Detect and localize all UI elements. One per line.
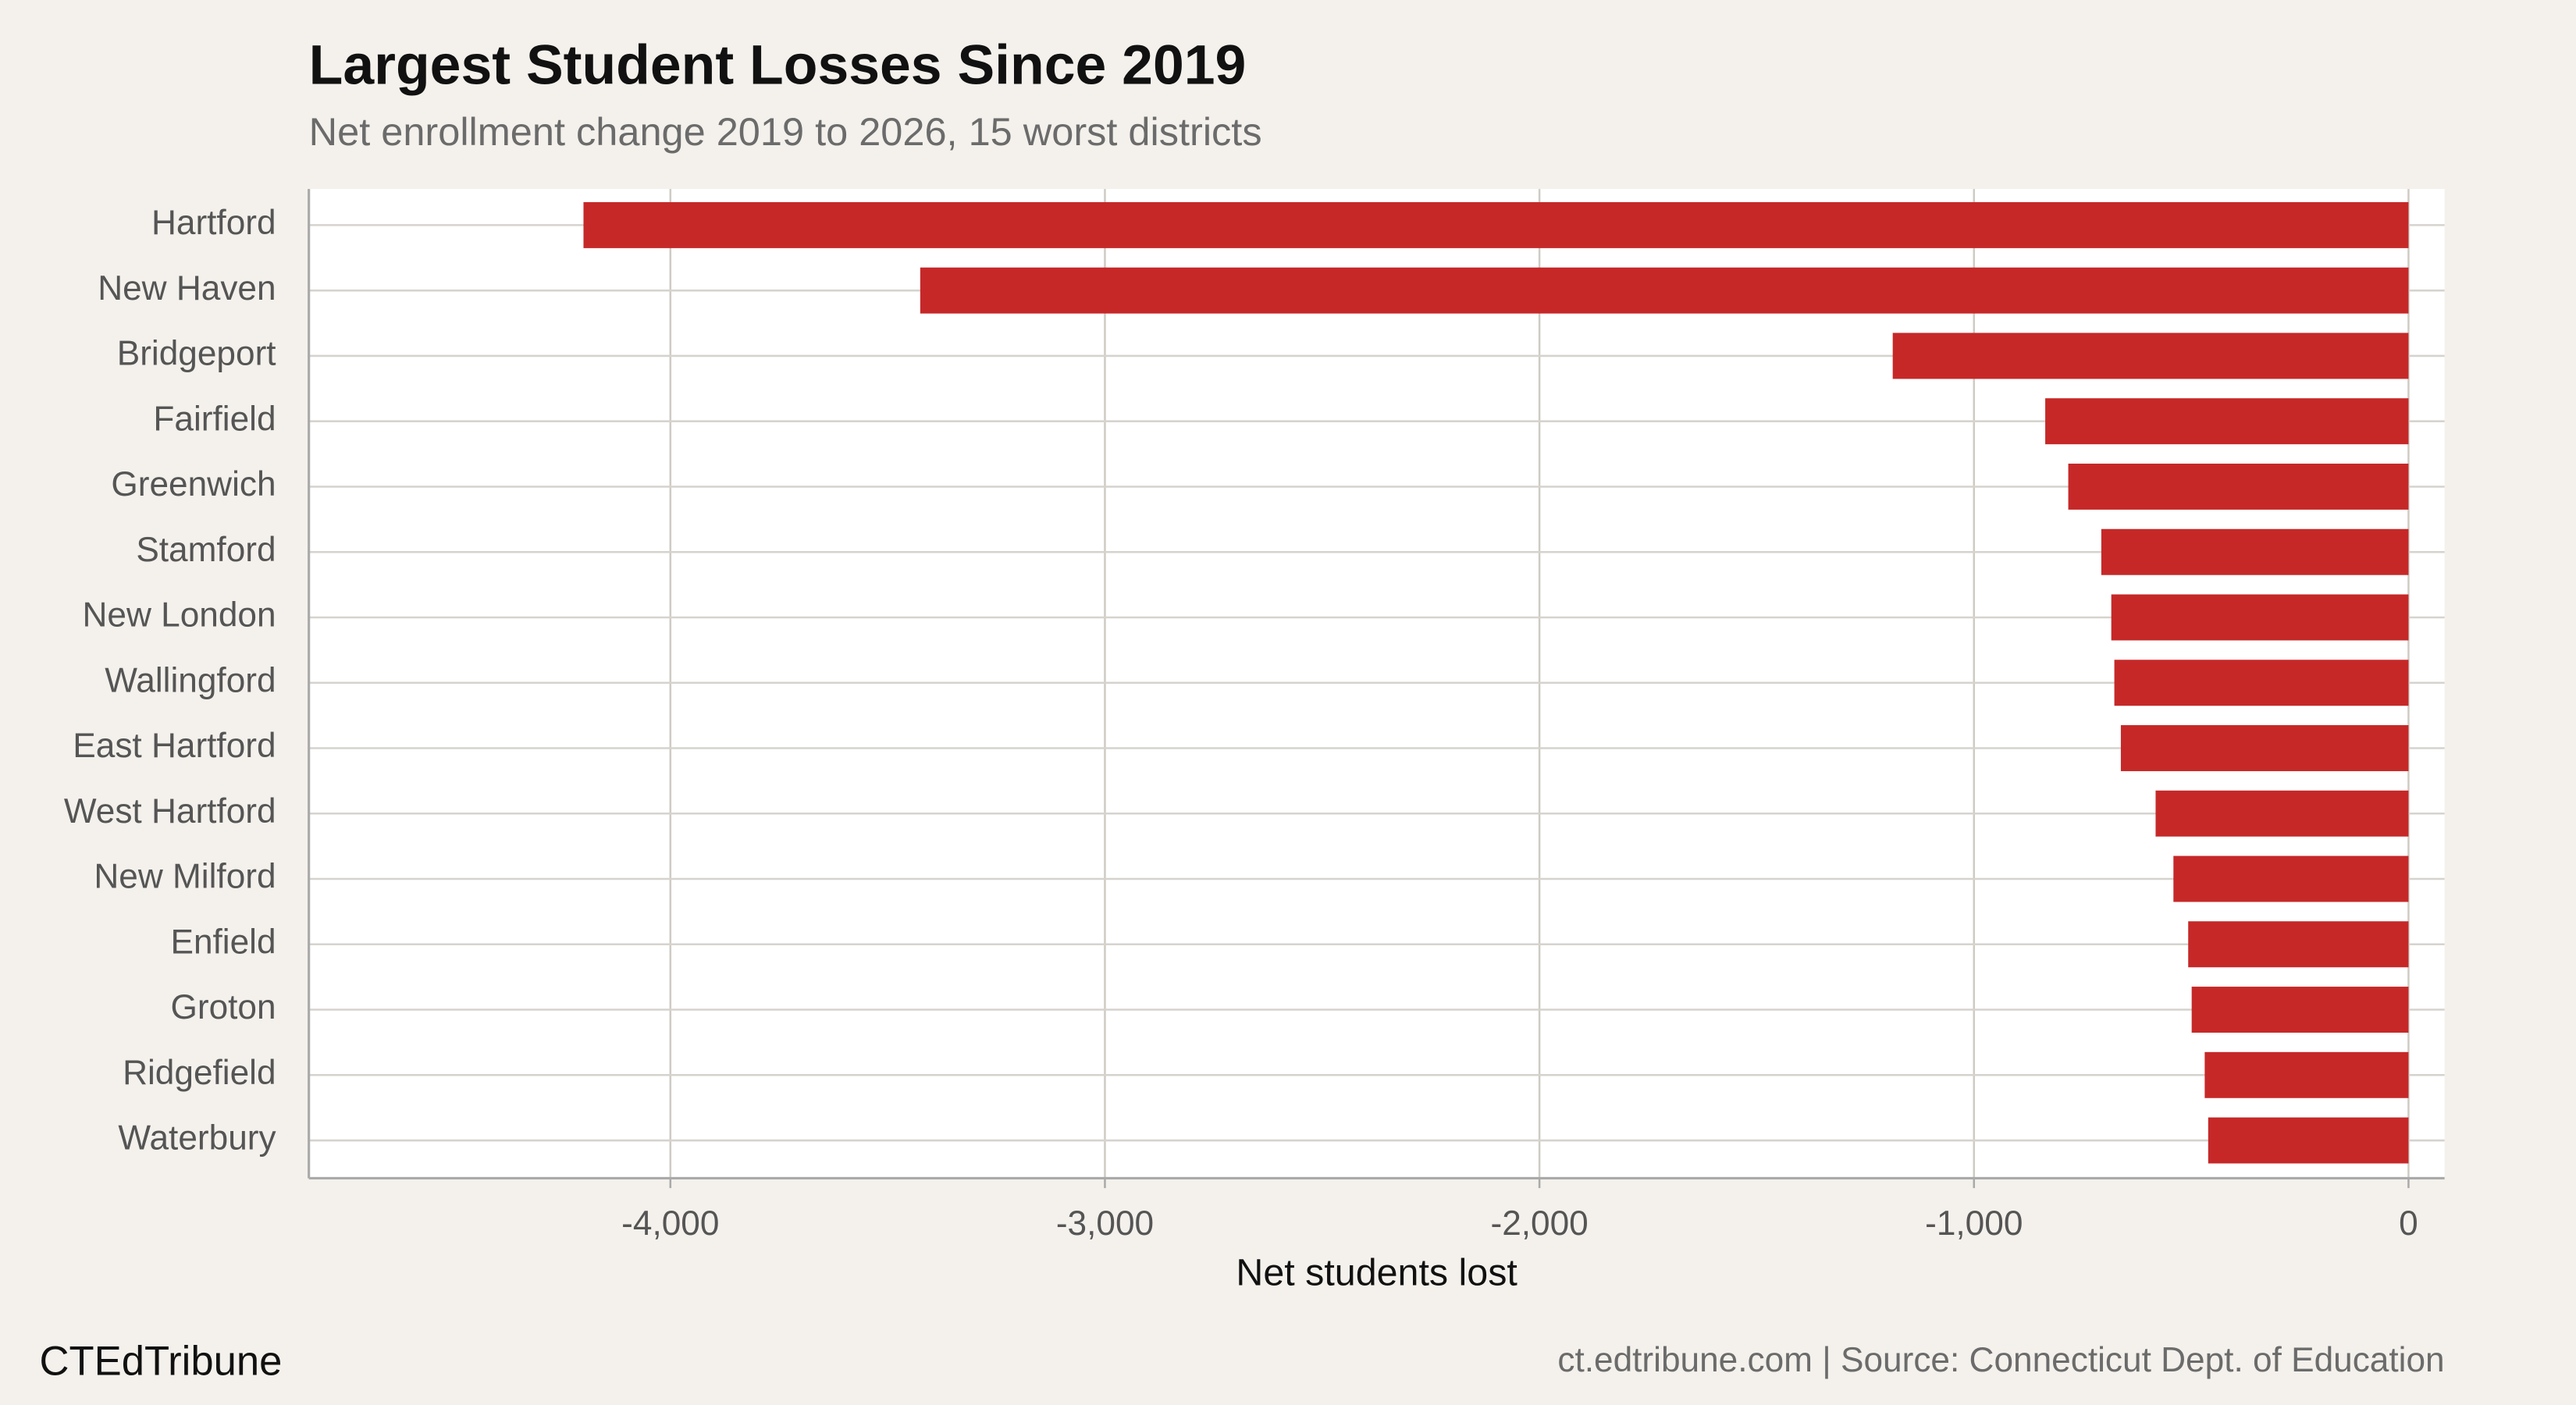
bar [1892,333,2409,379]
bar [920,267,2409,314]
y-tick-label: Fairfield [153,400,276,438]
bar [2120,725,2409,771]
y-tick-label: New Milford [94,858,276,896]
bar [2191,987,2409,1033]
x-tick-label: -1,000 [1925,1204,2023,1243]
chart-subtitle: Net enrollment change 2019 to 2026, 15 w… [309,109,1262,154]
y-tick-label: Greenwich [111,465,276,503]
brand: CTEdTribune [40,1338,283,1384]
x-tick-label: -2,000 [1490,1204,1588,1243]
x-tick-label: 0 [2399,1204,2418,1243]
y-tick-label: Enfield [170,923,276,961]
y-tick-label: New London [82,596,276,635]
x-tick-label: -3,000 [1056,1204,1154,1243]
bar [2208,1117,2409,1164]
y-tick-label: West Hartford [64,792,276,831]
y-tick-label: Stamford [136,531,276,569]
bar [2188,921,2409,968]
y-tick-label: Wallingford [105,661,276,699]
x-axis-title: Net students lost [1236,1251,1517,1293]
y-tick-label: Bridgeport [117,335,276,373]
bar [2068,463,2409,510]
bar [583,201,2409,248]
y-tick-label: Groton [170,988,276,1026]
chart-title: Largest Student Losses Since 2019 [309,34,1247,96]
bar [2173,855,2409,902]
bar [2155,790,2409,837]
bar [2204,1051,2409,1098]
y-tick-label: New Haven [98,269,276,308]
y-tick-label: East Hartford [73,727,276,765]
y-tick-label: Ridgefield [123,1054,276,1092]
y-tick-label: Hartford [151,204,276,242]
bar [2045,398,2409,445]
bar [2101,528,2409,575]
bar [2114,660,2409,706]
y-tick-label: Waterbury [118,1119,276,1158]
bar [2111,594,2409,641]
x-tick-label: -4,000 [621,1204,719,1243]
source-note: ct.edtribune.com | Source: Connecticut D… [1557,1341,2444,1379]
